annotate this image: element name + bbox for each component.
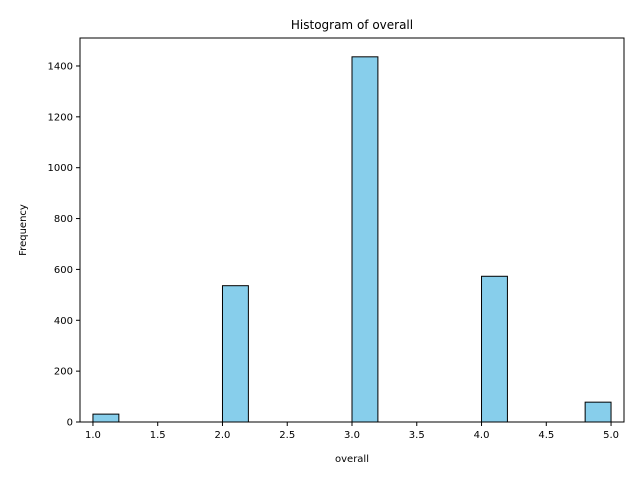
x-tick-label: 4.5 <box>538 430 554 441</box>
x-tick-label: 2.5 <box>279 430 295 441</box>
x-axis-ticks: 1.0 1.5 2.0 2.5 3.0 3.5 4.0 4.5 5.0 <box>85 422 619 441</box>
histogram-bar <box>481 275 508 423</box>
x-tick-label: 5.0 <box>603 430 619 441</box>
chart-title: Histogram of overall <box>291 18 413 32</box>
y-tick-label: 1200 <box>48 112 73 123</box>
y-tick-label: 400 <box>54 316 73 327</box>
histogram-bars <box>92 56 612 423</box>
y-tick-label: 1000 <box>48 163 73 174</box>
histogram-bar <box>92 413 120 423</box>
y-tick-label: 1400 <box>48 61 73 72</box>
x-tick-label: 4.0 <box>474 430 490 441</box>
plot-frame <box>79 37 625 423</box>
histogram-bar <box>584 401 612 423</box>
x-tick-label: 1.0 <box>85 430 101 441</box>
y-tick-label: 200 <box>54 367 73 378</box>
y-axis-label: Frequency <box>18 204 29 256</box>
y-tick-label: 600 <box>54 265 73 276</box>
x-tick-label: 2.0 <box>215 430 231 441</box>
y-tick-label: 0 <box>67 418 73 429</box>
x-axis-label: overall <box>335 454 369 465</box>
x-tick-label: 1.5 <box>150 430 166 441</box>
y-tick-label: 800 <box>54 214 73 225</box>
x-tick-label: 3.0 <box>344 430 360 441</box>
histogram-bar <box>221 285 249 423</box>
histogram-bar <box>351 56 379 423</box>
y-axis-ticks: 0 200 400 600 800 1000 1200 1400 <box>48 61 80 429</box>
x-tick-label: 3.5 <box>409 430 425 441</box>
